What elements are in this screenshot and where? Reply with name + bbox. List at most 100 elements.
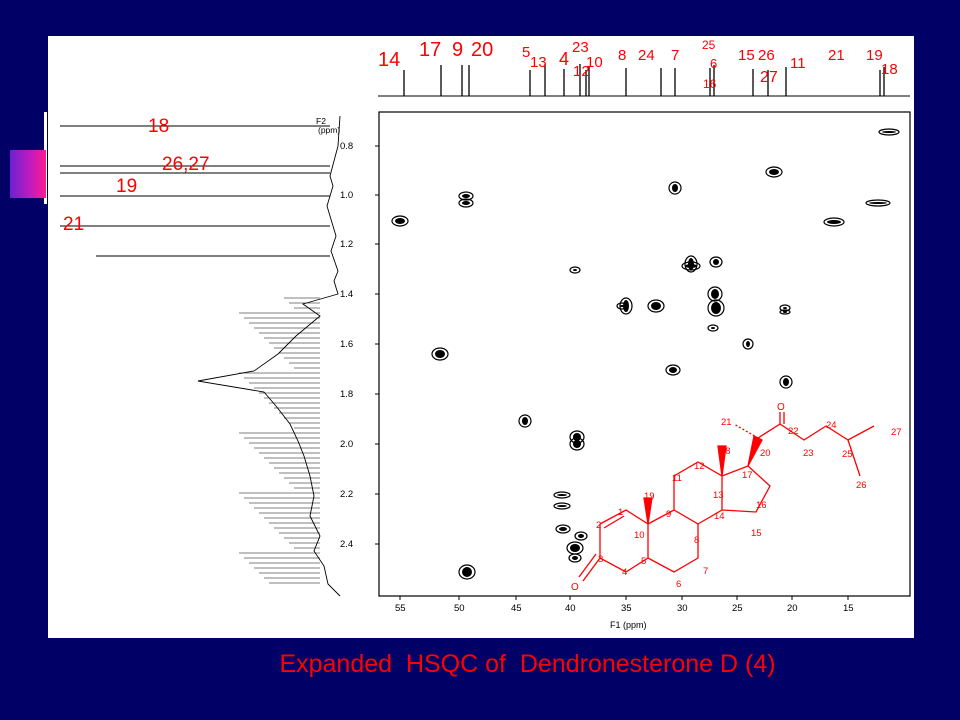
f2-tick-label: 1.2 [340, 239, 353, 250]
atom-number: 11 [672, 473, 682, 484]
atom-number: 18 [720, 446, 731, 457]
wedge-c19 [643, 497, 653, 525]
atom-number: 19 [644, 491, 655, 502]
atom-number: 24 [826, 420, 837, 431]
atom-number: 5 [641, 556, 646, 567]
carbon-label: 16 [703, 77, 717, 91]
atom-number: 17 [742, 470, 753, 481]
proton-trace [197, 115, 341, 597]
atom-number: 15 [751, 528, 762, 539]
proton-label: 19 [116, 176, 137, 197]
f2-ticks: 0.8 1.0 1.2 1.4 1.6 1.8 2.0 2.2 2.4 [340, 141, 379, 550]
cross-peak [707, 324, 719, 332]
cross-peak [391, 215, 409, 227]
carbon-label: 11 [790, 55, 806, 72]
f1-tick-label: 30 [677, 603, 688, 614]
atom-number: 10 [634, 530, 645, 541]
atom-number: 2 [596, 520, 601, 531]
cross-peak-core [573, 433, 581, 441]
carbon-label: 26 [758, 47, 775, 64]
atom-number: 7 [703, 566, 708, 577]
f1-ticks: 55 50 45 40 35 30 25 20 15 [395, 596, 854, 614]
cross-peak-core [573, 269, 577, 271]
carbon-label: 12 [573, 63, 590, 80]
double-bond-1-2 [603, 515, 625, 529]
cross-peak [765, 166, 783, 178]
cross-peak-core [869, 202, 887, 204]
atom-number: 25 [842, 449, 853, 460]
cross-peak [555, 524, 571, 534]
carbon-label: 24 [638, 47, 655, 64]
atom-number: 23 [803, 448, 814, 459]
cross-peak-core [462, 194, 470, 198]
proton-peak-labels: 18 26,27 19 21 [63, 116, 210, 235]
cross-peak [569, 266, 581, 274]
f2-tick-label: 2.2 [340, 489, 353, 500]
atom-number: 14 [714, 511, 725, 522]
ring-b [647, 509, 699, 573]
carbon-label: 25 [702, 38, 716, 52]
proton-label: 18 [148, 116, 169, 137]
cross-peak [823, 217, 845, 227]
slide-caption: Expanded HSQC of Dendronesterone D (4) [279, 650, 776, 678]
carbon-label: 8 [618, 47, 626, 64]
cross-peak-core [882, 131, 896, 133]
f2-axis-title: F2 (ppm) [316, 116, 340, 135]
carbon-label: 10 [586, 54, 603, 71]
cross-peak [458, 198, 474, 208]
atom-number: 13 [713, 490, 724, 501]
steroid-structure [578, 412, 875, 582]
cross-peak-core [746, 341, 750, 347]
cross-peak [742, 338, 754, 350]
cross-peak-core [572, 556, 578, 560]
carbon-label: 23 [572, 39, 589, 56]
cross-peak-core [827, 220, 841, 224]
f2-tick-label: 2.4 [340, 539, 353, 550]
side-chain [757, 423, 875, 441]
cross-peak [568, 553, 582, 563]
structure-heteroatoms: O O [571, 402, 785, 593]
cross-peak-core [783, 378, 789, 386]
cross-peak-core [462, 201, 470, 205]
carbon-label: 5 [522, 44, 530, 61]
cross-peak-core [620, 305, 624, 307]
f2-tick-label: 1.6 [340, 339, 353, 350]
cross-peak [665, 364, 681, 376]
f2-tick-label: 1.8 [340, 389, 353, 400]
f2-axis: F2 (ppm) 0.8 1.0 1.2 1.4 1.6 1.8 2.0 2.2 2.4 [316, 116, 379, 550]
cross-peak [865, 199, 891, 207]
ring-c [673, 461, 723, 525]
cross-peak-core [711, 327, 715, 329]
cross-peak [574, 531, 588, 541]
f1-axis: 55 50 45 40 35 30 25 20 15 F1 (ppm) [395, 596, 854, 630]
atom-number: 16 [756, 500, 767, 511]
atom-number: 9 [666, 509, 671, 520]
cross-peak [681, 261, 701, 271]
ketone-double-bond-c3 [578, 553, 597, 578]
cross-peak [684, 255, 698, 273]
slide-accent-block [10, 150, 46, 198]
f2-tick-label: 2.0 [340, 439, 353, 450]
atom-number: 8 [694, 535, 699, 546]
cross-peak [569, 437, 585, 451]
cross-peak-core [578, 534, 584, 538]
cross-peak [878, 128, 900, 136]
atom-number: 26 [856, 480, 867, 491]
carbon-label: 21 [828, 47, 845, 64]
cross-peak [709, 256, 723, 268]
cross-peak-core [570, 544, 580, 552]
f1-tick-label: 40 [565, 603, 576, 614]
atom-number: 22 [788, 426, 799, 437]
cross-peak-core [711, 289, 719, 299]
cross-peak [779, 375, 793, 389]
cross-peak [619, 297, 633, 315]
carbon-label: 18 [881, 61, 898, 78]
cross-peak-core [669, 367, 677, 373]
carbon-label: 14 [378, 49, 400, 71]
cross-peak-core [557, 505, 567, 507]
wedge-c18 [717, 445, 727, 477]
cross-peak [707, 286, 723, 302]
cross-peak [779, 309, 791, 315]
carbon-1d-spectrum [378, 64, 910, 97]
